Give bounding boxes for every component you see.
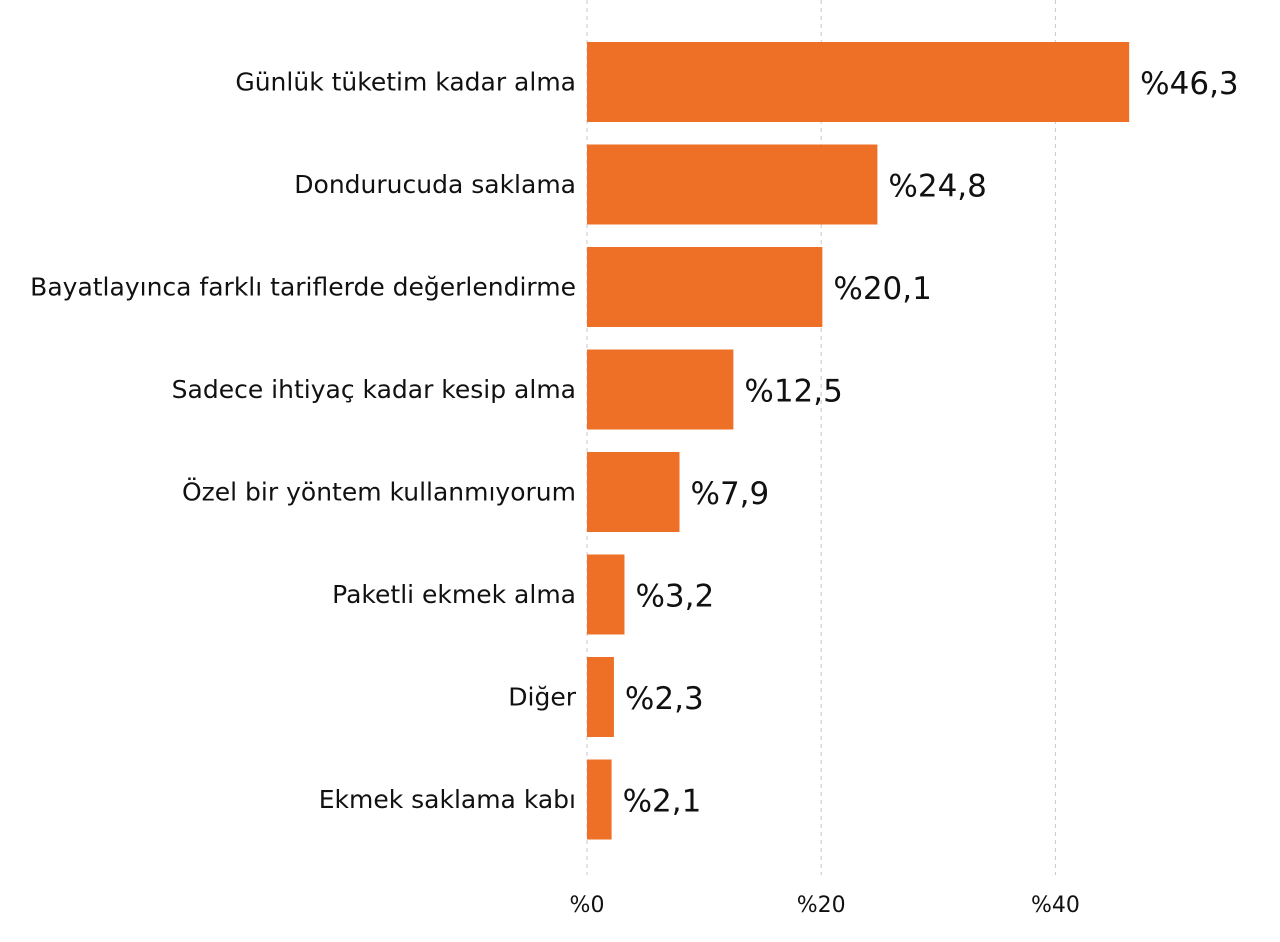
value-label: %7,9 <box>691 476 770 512</box>
value-label: %2,3 <box>625 681 704 717</box>
bars <box>587 42 1130 840</box>
value-label: %3,2 <box>635 579 714 615</box>
x-tick-label: %0 <box>570 893 605 918</box>
value-label: %12,5 <box>744 374 842 410</box>
gridlines <box>586 0 1056 875</box>
bar <box>587 144 878 225</box>
category-label: Özel bir yöntem kullanmıyorum <box>182 478 576 507</box>
value-label: %2,1 <box>623 784 702 820</box>
bar <box>587 657 614 737</box>
value-label: %46,3 <box>1140 66 1238 102</box>
bar <box>587 42 1130 122</box>
x-tick-label: %40 <box>1031 893 1080 918</box>
category-label: Sadece ihtiyaç kadar kesip alma <box>172 375 576 404</box>
x-tick-label: %20 <box>797 893 846 918</box>
bar <box>587 759 612 840</box>
value-label: %24,8 <box>888 169 986 205</box>
category-label: Bayatlayınca farklı tariflerde değerlend… <box>30 273 576 302</box>
category-label: Paketli ekmek alma <box>332 580 576 609</box>
value-labels: %46,3 %24,8 %20,1 %12,5 %7,9 %3,2 %2,3 %2,1 <box>623 66 1239 820</box>
category-labels: Günlük tüketim kadar alma Dondurucuda sak… <box>30 68 577 815</box>
bar <box>587 349 734 430</box>
category-label: Ekmek saklama kabı <box>319 785 576 814</box>
category-label: Günlük tüketim kadar alma <box>235 68 576 97</box>
value-label: %20,1 <box>833 271 931 307</box>
category-label: Dondurucuda saklama <box>294 170 576 199</box>
bar <box>587 247 823 327</box>
x-axis-ticks: %0 %20 %40 <box>570 893 1080 918</box>
bar <box>587 554 625 635</box>
category-label: Diğer <box>508 683 576 712</box>
bar <box>587 452 680 532</box>
